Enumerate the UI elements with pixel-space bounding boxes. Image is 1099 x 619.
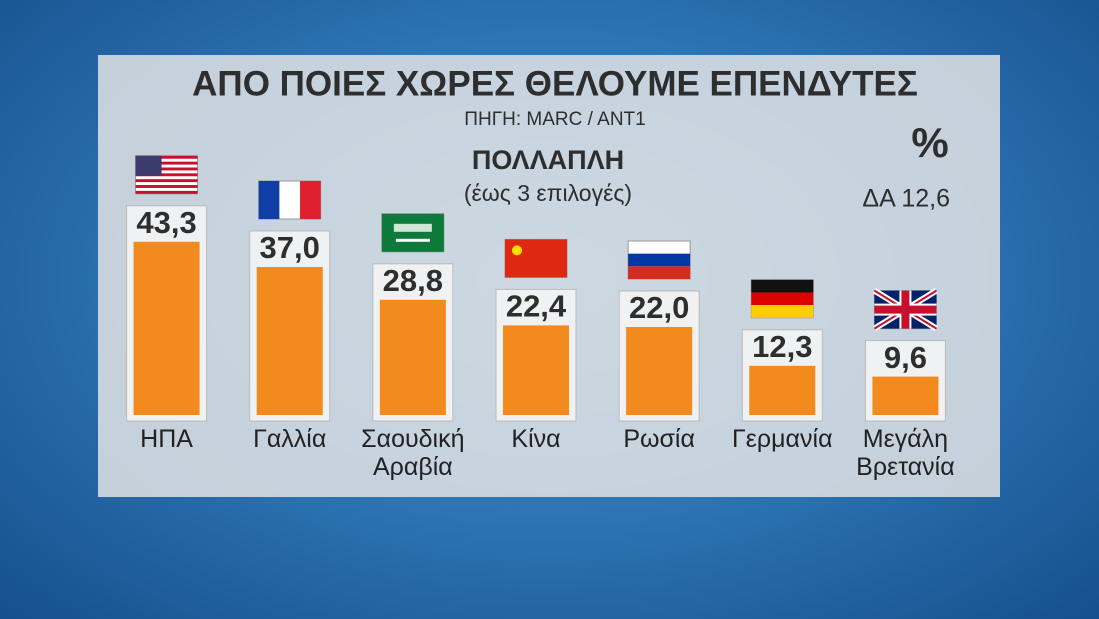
flag-part [135, 155, 198, 159]
bar [503, 325, 569, 415]
flag-part [135, 190, 198, 194]
chart-subtitle: ΠΗΓΗ: MARC / ANT1 [464, 109, 645, 130]
flag-part [628, 266, 691, 279]
bar [379, 299, 446, 415]
flag-part [135, 155, 162, 176]
category-label: Κίνα [511, 425, 561, 453]
flag-part [135, 161, 198, 165]
bar [872, 376, 939, 415]
value-label: 22,0 [629, 290, 689, 325]
unit: % [911, 119, 948, 166]
flag-part [395, 238, 430, 242]
annotation: ΔΑ 12,6 [862, 185, 950, 213]
value-label: 9,6 [884, 340, 927, 375]
bar [626, 327, 693, 415]
flag-part [628, 253, 691, 267]
flag-part [258, 181, 280, 219]
question-type: ΠΟΛΛΑΠΛΗ [472, 145, 624, 175]
flag-part [135, 185, 198, 188]
category-label: Γερμανία [732, 425, 833, 453]
bar [133, 241, 200, 415]
category-label: Μεγάλη Βρετανία [856, 425, 955, 481]
flag-part [300, 181, 321, 219]
value-label: 37,0 [260, 230, 320, 265]
flag-part [135, 167, 198, 171]
value-label: 12,3 [752, 329, 812, 364]
flag-part [874, 305, 937, 314]
flag-part [512, 245, 522, 256]
flag-part [751, 305, 814, 318]
category-label: ΗΠΑ [140, 425, 193, 453]
category-label: Ρωσία [623, 425, 695, 453]
category-label: Γαλλία [253, 425, 327, 453]
flag-part [135, 179, 198, 183]
bar [256, 267, 323, 415]
category-label: Σαουδική Αραβία [361, 425, 465, 481]
flag-part [135, 173, 198, 177]
value-label: 22,4 [506, 289, 567, 324]
question-note: (έως 3 επιλογές) [464, 180, 632, 206]
bar [749, 365, 816, 415]
flag-part [381, 213, 444, 252]
flag-part [751, 279, 814, 293]
flag-part [393, 223, 432, 232]
value-label: 43,3 [136, 205, 196, 240]
value-label: 28,8 [383, 263, 443, 298]
flag-part [505, 239, 567, 278]
chart-title: ΑΠΟ ΠΟΙΕΣ ΧΩΡΕΣ ΘΕΛΟΥΜΕ ΕΠΕΝΔΥΤΕΣ [192, 64, 918, 103]
flag-part [751, 292, 814, 306]
